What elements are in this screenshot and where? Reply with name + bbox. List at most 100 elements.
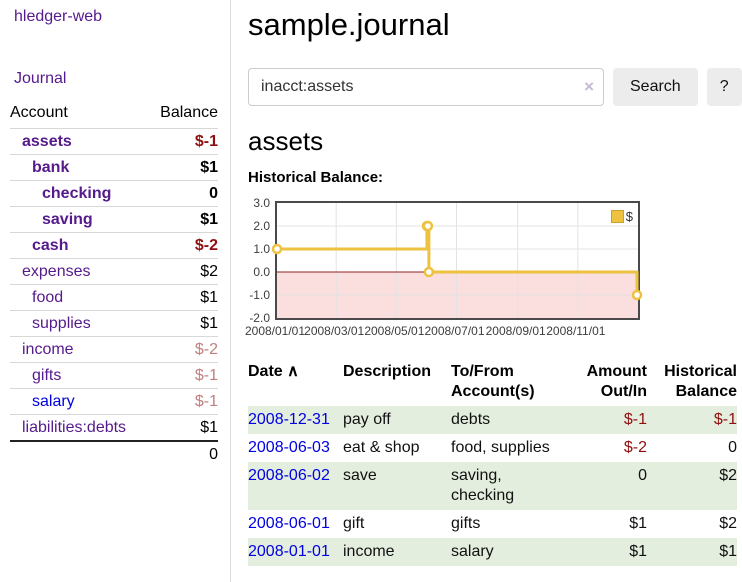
account-link-saving[interactable]: saving <box>42 211 93 228</box>
transactions-table: Date ∧ Description To/From Account(s) Am… <box>248 360 737 566</box>
account-heading: assets <box>248 126 324 156</box>
transaction-balance: $-1 <box>647 406 737 434</box>
transaction-balance: $2 <box>719 515 737 532</box>
page-title: sample.journal <box>248 7 450 42</box>
column-header-description[interactable]: Description <box>343 363 432 380</box>
accounts-header-row: Account Balance <box>10 100 218 129</box>
y-tick-label: 3.0 <box>253 196 270 210</box>
account-balance: $-2 <box>150 232 218 259</box>
accounts-header-account: Account <box>10 104 68 121</box>
legend-label: $ <box>625 209 633 224</box>
transaction-row[interactable]: 2008-06-03 eat & shop food, supplies $-2… <box>248 434 737 462</box>
accounts-total-row: 0 <box>10 440 218 467</box>
x-tick-label: 2008/01/01 <box>244 324 306 338</box>
y-tick-label: 0.0 <box>253 265 270 279</box>
account-row: cash $-2 <box>10 232 218 259</box>
account-balance: $1 <box>150 206 218 233</box>
account-link-checking[interactable]: checking <box>42 185 112 202</box>
x-tick-label: 2008/05/01 <box>364 324 425 338</box>
account-row: gifts $-1 <box>10 362 218 389</box>
account-balance: $-1 <box>150 128 218 155</box>
account-balance: $1 <box>150 154 218 181</box>
account-balance: 0 <box>150 180 218 207</box>
transaction-amount: $1 <box>573 538 647 566</box>
account-link-salary[interactable]: salary <box>32 393 75 410</box>
transaction-to-from: gifts <box>451 515 481 532</box>
account-link-supplies[interactable]: supplies <box>32 315 91 332</box>
account-balance: $-1 <box>150 388 218 415</box>
account-row: food $1 <box>10 284 218 311</box>
search-form: × Search ? <box>248 68 742 106</box>
transaction-date-link[interactable]: 2008-12-31 <box>248 411 330 428</box>
y-tick-label: 2.0 <box>253 219 270 233</box>
account-link-gifts[interactable]: gifts <box>32 367 62 384</box>
transaction-date-link[interactable]: 2008-01-01 <box>248 543 330 560</box>
sidebar: hledger-web Journal Account Balance asse… <box>0 0 231 582</box>
accounts-header-balance: Balance <box>160 104 218 121</box>
account-link-cash[interactable]: cash <box>32 237 69 254</box>
transaction-row[interactable]: 2008-12-31 pay off debts $-1 $-1 <box>248 406 737 434</box>
help-button[interactable]: ? <box>706 68 742 106</box>
y-tick-label: -2.0 <box>249 311 270 325</box>
transaction-balance: 0 <box>728 439 737 456</box>
account-link-expenses[interactable]: expenses <box>22 263 91 280</box>
account-balance: $-2 <box>150 336 218 363</box>
column-header-amount[interactable]: Amount Out/In <box>586 363 647 400</box>
column-header-balance[interactable]: Historical Balance <box>664 363 737 400</box>
transaction-balance: $2 <box>647 462 737 510</box>
account-link-income[interactable]: income <box>22 341 74 358</box>
column-header-date-label: Date <box>248 363 283 380</box>
account-row: saving $1 <box>10 206 218 233</box>
transaction-description: gift <box>343 515 365 532</box>
clear-search-icon[interactable]: × <box>584 77 594 96</box>
transaction-balance: $1 <box>647 538 737 566</box>
transaction-date-link[interactable]: 2008-06-03 <box>248 439 330 456</box>
chart-legend: $ <box>610 209 633 224</box>
transaction-amount: $-1 <box>573 406 647 434</box>
sort-ascending-icon: ∧ <box>287 363 299 380</box>
account-row: assets $-1 <box>10 128 218 155</box>
transactions-header-row: Date ∧ Description To/From Account(s) Am… <box>248 360 737 406</box>
transaction-row[interactable]: 2008-06-01 gift gifts $1 $2 <box>248 510 737 538</box>
account-row: income $-2 <box>10 336 218 363</box>
account-balance: $1 <box>150 284 218 311</box>
transaction-row[interactable]: 2008-06-02 save saving, checking 0 $2 <box>248 462 737 510</box>
account-balance: $1 <box>150 310 218 337</box>
account-link-liabilities-debts[interactable]: liabilities:debts <box>22 419 127 436</box>
transaction-description: pay off <box>343 406 451 434</box>
main-content: sample.journal × Search ? assets Histori… <box>244 0 742 566</box>
search-input[interactable] <box>248 68 604 106</box>
historical-balance-chart: 3.0 2.0 1.0 0.0 -1.0 -2.0 $ 2008/01/01 2008/03… <box>244 196 737 342</box>
transaction-to-from: saving, checking <box>451 462 573 510</box>
transaction-to-from: debts <box>451 406 573 434</box>
transaction-to-from: food, supplies <box>451 439 550 456</box>
account-row: bank $1 <box>10 154 218 181</box>
transaction-description: eat & shop <box>343 439 420 456</box>
transaction-row[interactable]: 2008-01-01 income salary $1 $1 <box>248 538 737 566</box>
column-header-date[interactable]: Date ∧ <box>248 360 343 406</box>
transaction-amount: 0 <box>573 462 647 510</box>
account-row: salary $-1 <box>10 388 218 415</box>
chart-y-labels: 3.0 2.0 1.0 0.0 -1.0 -2.0 <box>248 196 270 325</box>
account-balance: $-1 <box>150 362 218 389</box>
column-header-to-from[interactable]: To/From Account(s) <box>451 363 535 400</box>
x-tick-label: 2008/09/01 <box>485 324 546 338</box>
transaction-to-from: salary <box>451 538 573 566</box>
account-link-bank[interactable]: bank <box>32 159 70 176</box>
accounts-total-balance: 0 <box>150 440 218 467</box>
app-brand-link[interactable]: hledger-web <box>14 8 103 25</box>
accounts-tree: Account Balance assets $-1 bank $1 check… <box>10 100 218 467</box>
transaction-description: save <box>343 462 451 510</box>
transaction-date-link[interactable]: 2008-06-02 <box>248 467 330 484</box>
chart-plot-svg <box>271 203 643 318</box>
account-link-assets[interactable]: assets <box>22 133 72 150</box>
y-tick-label: -1.0 <box>249 288 270 302</box>
chart-title: Historical Balance: <box>248 169 384 186</box>
account-balance: $2 <box>150 258 218 285</box>
sidebar-item-journal[interactable]: Journal <box>14 70 67 87</box>
y-tick-label: 1.0 <box>253 242 270 256</box>
x-tick-label: 2008/11/01 <box>546 324 606 338</box>
account-link-food[interactable]: food <box>32 289 64 306</box>
transaction-date-link[interactable]: 2008-06-01 <box>248 515 330 532</box>
search-button[interactable]: Search <box>613 68 698 106</box>
